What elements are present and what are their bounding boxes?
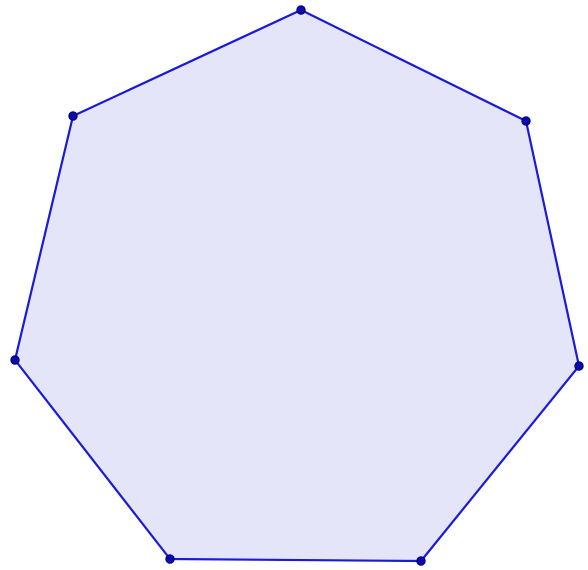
vertex-points (10, 5, 584, 566)
vertex-point (68, 111, 78, 121)
vertex-point (574, 361, 584, 371)
vertex-point (521, 116, 531, 126)
vertex-point (10, 355, 20, 365)
heptagon-polygon (13, 8, 581, 563)
vertex-point (416, 556, 426, 566)
vertex-point (296, 5, 306, 15)
vertex-point (165, 554, 175, 564)
